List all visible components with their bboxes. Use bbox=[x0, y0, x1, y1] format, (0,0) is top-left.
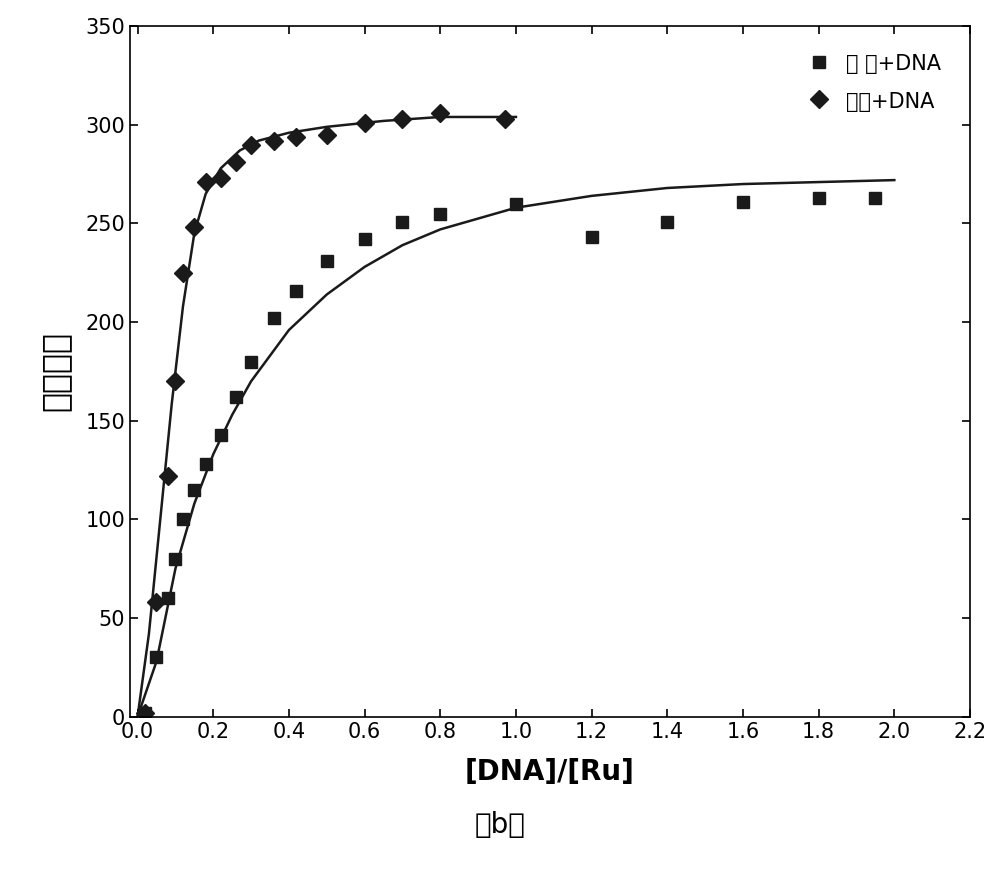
Y-axis label: 荧光强度: 荧光强度 bbox=[38, 331, 72, 412]
右 旋+DNA bbox=[586, 232, 598, 243]
左旋+DNA bbox=[150, 597, 162, 607]
右 旋+DNA bbox=[510, 198, 522, 209]
右 旋+DNA bbox=[169, 553, 181, 564]
右 旋+DNA bbox=[813, 192, 825, 203]
右 旋+DNA bbox=[245, 357, 257, 367]
右 旋+DNA bbox=[290, 285, 302, 295]
右 旋+DNA bbox=[869, 192, 881, 203]
Text: （b）: （b） bbox=[475, 811, 525, 839]
右 旋+DNA bbox=[396, 216, 408, 226]
右 旋+DNA bbox=[150, 652, 162, 662]
Line: 左旋+DNA: 左旋+DNA bbox=[139, 107, 511, 719]
右 旋+DNA bbox=[737, 197, 749, 207]
左旋+DNA bbox=[396, 114, 408, 124]
右 旋+DNA bbox=[661, 216, 673, 226]
左旋+DNA bbox=[499, 114, 511, 124]
左旋+DNA bbox=[215, 173, 227, 184]
右 旋+DNA bbox=[321, 256, 333, 267]
左旋+DNA bbox=[359, 118, 371, 128]
左旋+DNA bbox=[200, 177, 212, 187]
Legend: 右 旋+DNA, 左旋+DNA: 右 旋+DNA, 左旋+DNA bbox=[798, 44, 951, 122]
右 旋+DNA bbox=[162, 593, 174, 604]
左旋+DNA bbox=[268, 135, 280, 146]
左旋+DNA bbox=[177, 267, 189, 278]
左旋+DNA bbox=[245, 139, 257, 149]
Line: 右 旋+DNA: 右 旋+DNA bbox=[140, 192, 881, 718]
左旋+DNA bbox=[139, 707, 151, 718]
左旋+DNA bbox=[162, 471, 174, 482]
左旋+DNA bbox=[188, 222, 200, 232]
右 旋+DNA bbox=[200, 459, 212, 469]
左旋+DNA bbox=[169, 376, 181, 386]
右 旋+DNA bbox=[230, 392, 242, 402]
左旋+DNA bbox=[434, 108, 446, 118]
右 旋+DNA bbox=[434, 208, 446, 218]
左旋+DNA bbox=[230, 157, 242, 168]
左旋+DNA bbox=[290, 131, 302, 142]
X-axis label: [DNA]/[Ru]: [DNA]/[Ru] bbox=[465, 759, 635, 787]
右 旋+DNA bbox=[188, 484, 200, 495]
右 旋+DNA bbox=[139, 707, 151, 718]
右 旋+DNA bbox=[268, 313, 280, 323]
右 旋+DNA bbox=[359, 234, 371, 245]
右 旋+DNA bbox=[177, 514, 189, 524]
右 旋+DNA bbox=[215, 429, 227, 440]
左旋+DNA bbox=[321, 129, 333, 140]
